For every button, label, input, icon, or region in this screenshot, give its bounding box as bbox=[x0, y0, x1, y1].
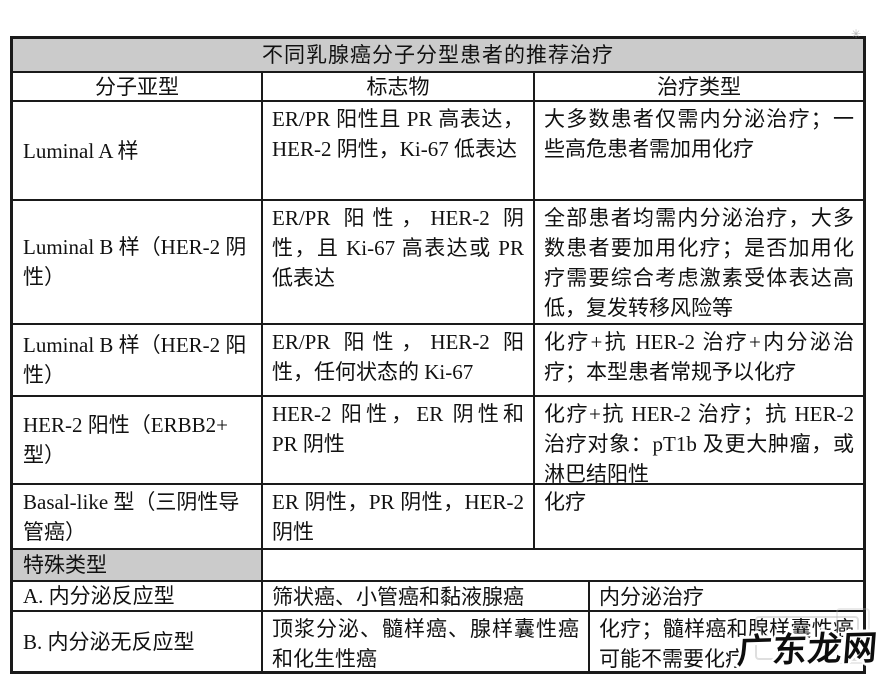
treatment-cell: 全部患者均需内分泌治疗，大多数患者要加用化疗；是否加用化疗需要综合考虑激素受体表… bbox=[533, 201, 863, 323]
table-row-luminal-b-her2-pos: Luminal B 样（HER-2 阳性） ER/PR 阳性，HER-2 阳性，… bbox=[13, 323, 863, 395]
treatment-table: 不同乳腺癌分子分型患者的推荐治疗 分子亚型 标志物 治疗类型 Luminal A… bbox=[10, 36, 866, 674]
table-row-luminal-a: Luminal A 样 ER/PR 阳性且 PR 高表达，HER-2 阴性，Ki… bbox=[13, 100, 863, 199]
subtype-cell: B. 内分泌无反应型 bbox=[23, 629, 195, 654]
markers-cell: HER-2 阳性，ER 阴性和 PR 阴性 bbox=[261, 397, 533, 483]
table-title: 不同乳腺癌分子分型患者的推荐治疗 bbox=[262, 43, 614, 67]
table-row-luminal-b-her2-neg: Luminal B 样（HER-2 阴性） ER/PR 阳性，HER-2 阴性，… bbox=[13, 199, 863, 323]
treatment-cell: 化疗 bbox=[533, 485, 863, 548]
column-header-markers: 标志物 bbox=[261, 73, 533, 100]
markers-cell: ER/PR 阳性，HER-2 阴性，且 Ki-67 高表达或 PR 低表达 bbox=[261, 201, 533, 323]
markers-cell: ER/PR 阳性且 PR 高表达，HER-2 阴性，Ki-67 低表达 bbox=[261, 102, 533, 199]
column-header-treatment: 治疗类型 bbox=[533, 73, 863, 100]
special-types-empty-cell bbox=[261, 550, 863, 580]
corner-artifact-mark: ✳ bbox=[851, 27, 862, 41]
special-types-section-row: 特殊类型 bbox=[13, 548, 863, 580]
table-row-endocrine-nonresponsive: B. 内分泌无反应型 顶浆分泌、髓样癌、腺样囊性癌和化生性癌 化疗；髓样癌和腺样… bbox=[13, 610, 863, 671]
subtype-cell: Basal-like 型（三阴性导管癌） bbox=[23, 489, 240, 544]
treatment-cell: 化疗+抗 HER-2 治疗；抗 HER-2 治疗对象：pT1b 及更大肿瘤，或淋… bbox=[533, 397, 863, 483]
markers-cell: ER/PR 阳性，HER-2 阳性，任何状态的 Ki-67 bbox=[261, 325, 533, 395]
subtype-cell: Luminal B 样（HER-2 阴性） bbox=[23, 235, 247, 289]
treatment-cell: 化疗；髓样癌和腺样囊性癌可能不需要化疗 bbox=[588, 612, 863, 671]
watermark-ghost-line bbox=[800, 658, 862, 661]
table-row-her2-positive: HER-2 阳性（ERBB2+ 型） HER-2 阳性，ER 阴性和 PR 阴性… bbox=[13, 395, 863, 483]
site-watermark: 广东龙网 bbox=[736, 630, 876, 671]
treatment-cell: 内分泌治疗 bbox=[588, 582, 863, 610]
special-types-label: 特殊类型 bbox=[13, 550, 261, 580]
subtype-cell: Luminal A 样 bbox=[23, 138, 139, 163]
table-row-basal-like: Basal-like 型（三阴性导管癌） ER 阴性，PR 阴性，HER-2 阴… bbox=[13, 483, 863, 548]
table-row-endocrine-responsive: A. 内分泌反应型 筛状癌、小管癌和黏液腺癌 内分泌治疗 bbox=[13, 580, 863, 610]
treatment-cell: 化疗+抗 HER-2 治疗+内分泌治疗；本型患者常规予以化疗 bbox=[533, 325, 863, 395]
subtype-cell: A. 内分泌反应型 bbox=[23, 584, 175, 608]
subtype-cell: HER-2 阳性（ERBB2+ 型） bbox=[23, 413, 228, 467]
treatment-cell: 大多数患者仅需内分泌治疗；一些高危患者需加用化疗 bbox=[533, 102, 863, 199]
markers-cell: ER 阴性，PR 阴性，HER-2 阴性 bbox=[261, 485, 533, 548]
markers-cell: 顶浆分泌、髓样癌、腺样囊性癌和化生性癌 bbox=[261, 612, 588, 671]
table-header-row: 分子亚型 标志物 治疗类型 bbox=[13, 71, 863, 100]
markers-cell: 筛状癌、小管癌和黏液腺癌 bbox=[261, 582, 588, 610]
column-header-subtype: 分子亚型 bbox=[95, 74, 179, 99]
subtype-cell: Luminal B 样（HER-2 阳性） bbox=[23, 333, 247, 387]
table-title-row: 不同乳腺癌分子分型患者的推荐治疗 bbox=[13, 39, 863, 71]
